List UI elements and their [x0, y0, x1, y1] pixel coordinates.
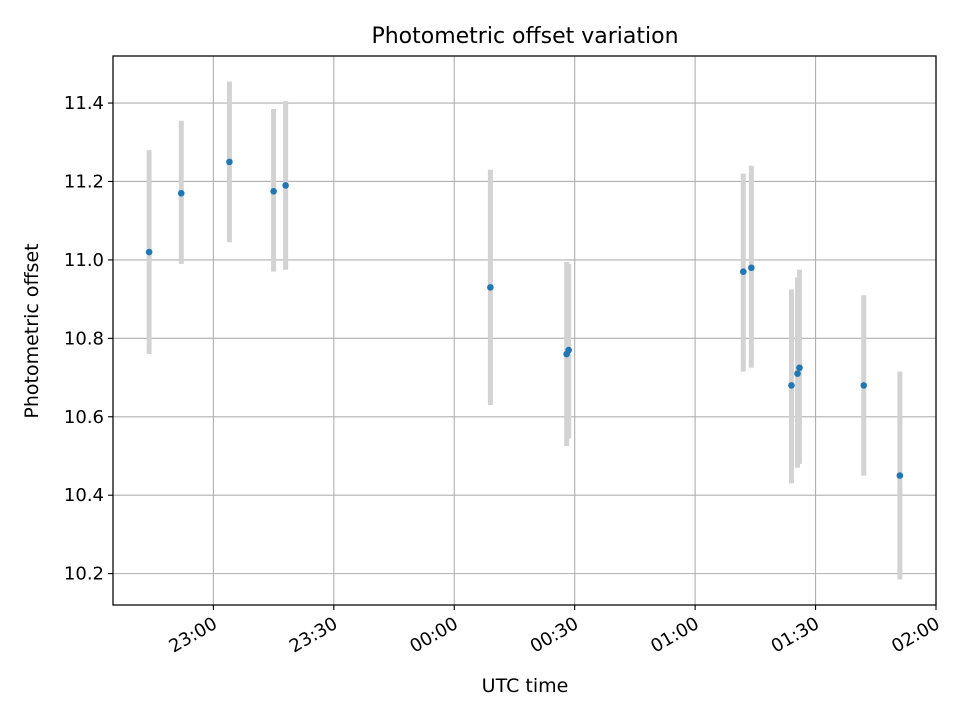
data-point — [226, 158, 233, 166]
data-point — [896, 472, 904, 479]
data-points — [145, 158, 904, 479]
data-point — [565, 346, 572, 354]
data-point — [177, 189, 185, 197]
chart-title: Photometric offset variation — [371, 24, 678, 49]
y-axis: 10.2 10.4 10.6 10.8 11.0 11.2 11.4 — [64, 93, 113, 585]
x-axis-label: UTC time — [482, 675, 569, 697]
y-tick-label: 11.2 — [64, 171, 104, 192]
y-axis-label: Photometric offset — [21, 243, 43, 418]
data-point — [860, 382, 868, 389]
y-tick-label: 11.4 — [64, 93, 104, 114]
data-point — [794, 370, 801, 377]
data-point — [739, 268, 747, 275]
plot-frame — [112, 55, 937, 606]
data-point — [282, 182, 289, 189]
data-point — [145, 248, 153, 256]
data-point — [270, 187, 277, 195]
data-point — [487, 284, 494, 291]
y-tick-label: 11.0 — [64, 250, 104, 271]
data-point — [796, 364, 803, 372]
y-tick-label: 10.6 — [64, 407, 104, 428]
y-tick-label: 10.8 — [64, 328, 104, 349]
data-point — [748, 264, 755, 272]
y-tick-label: 10.4 — [64, 485, 104, 506]
data-point — [788, 382, 795, 389]
y-tick-label: 10.2 — [64, 564, 104, 585]
